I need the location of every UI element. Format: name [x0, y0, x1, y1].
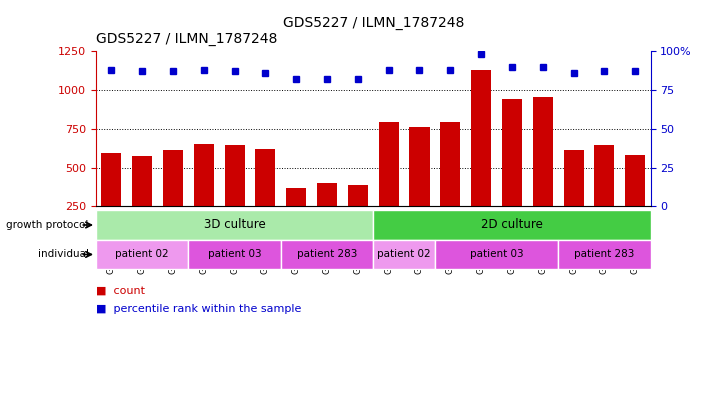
- Bar: [163, 151, 183, 206]
- Bar: [502, 99, 522, 206]
- Text: individual: individual: [38, 250, 89, 259]
- Text: growth protocol: growth protocol: [6, 220, 89, 230]
- Bar: [440, 123, 460, 206]
- Text: patient 283: patient 283: [297, 250, 357, 259]
- Bar: [194, 144, 214, 206]
- Bar: [348, 185, 368, 206]
- Text: 2D culture: 2D culture: [481, 219, 543, 231]
- Bar: [287, 189, 306, 206]
- Bar: [379, 123, 399, 206]
- Bar: [410, 127, 429, 206]
- Bar: [102, 153, 122, 206]
- Bar: [625, 155, 645, 206]
- Bar: [317, 183, 337, 206]
- Bar: [225, 145, 245, 206]
- Text: patient 02: patient 02: [378, 250, 431, 259]
- Bar: [533, 97, 552, 206]
- Bar: [132, 156, 152, 206]
- Text: patient 03: patient 03: [208, 250, 262, 259]
- Text: patient 283: patient 283: [574, 250, 634, 259]
- Text: 3D culture: 3D culture: [204, 219, 265, 231]
- Bar: [564, 150, 584, 206]
- Text: ■  count: ■ count: [96, 286, 145, 296]
- Bar: [255, 149, 275, 206]
- Text: patient 03: patient 03: [470, 250, 523, 259]
- Text: GDS5227 / ILMN_1787248: GDS5227 / ILMN_1787248: [96, 32, 277, 46]
- Text: ■  percentile rank within the sample: ■ percentile rank within the sample: [96, 303, 301, 314]
- Bar: [471, 70, 491, 206]
- Text: GDS5227 / ILMN_1787248: GDS5227 / ILMN_1787248: [282, 16, 464, 30]
- Text: patient 02: patient 02: [115, 250, 169, 259]
- Bar: [594, 145, 614, 206]
